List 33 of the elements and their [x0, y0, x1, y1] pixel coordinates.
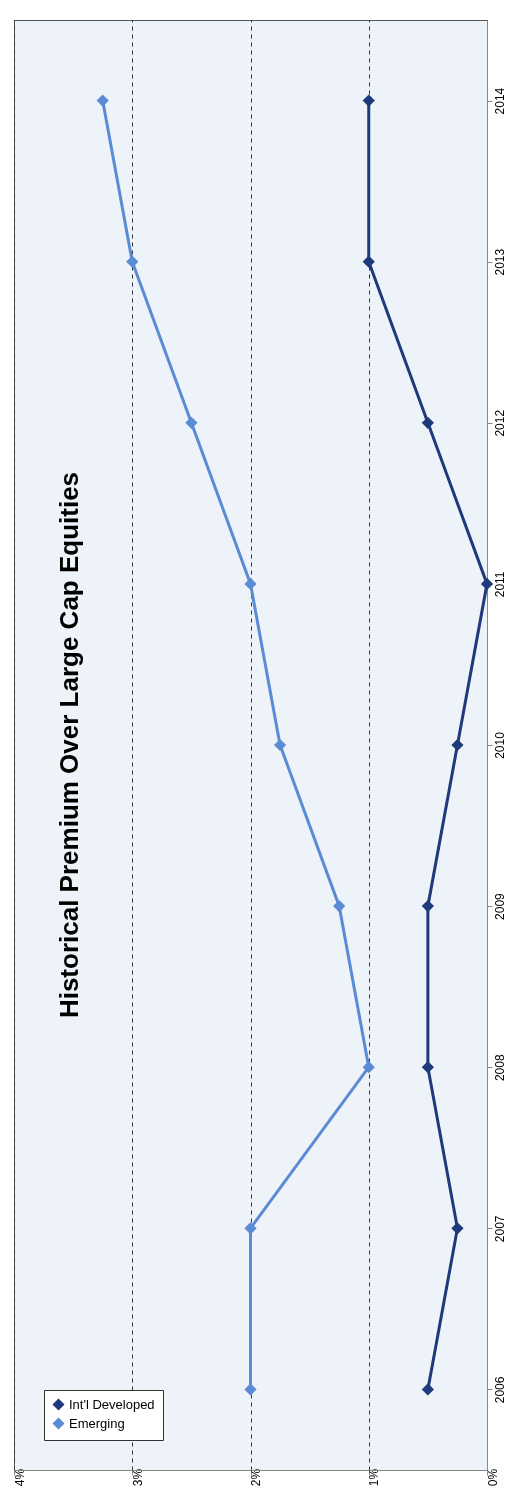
y-tick-label: 2012: [492, 409, 507, 437]
x-tick-label: 4%: [12, 1468, 27, 1487]
x-tick-label: 2%: [249, 1468, 263, 1487]
point: [96, 94, 109, 107]
point: [421, 899, 434, 913]
point: [244, 577, 257, 591]
point: [185, 416, 198, 429]
y-tick-label: 2006: [492, 1376, 507, 1404]
point: [480, 577, 494, 591]
legend-label: Emerging: [69, 1415, 125, 1431]
point: [362, 255, 375, 268]
point: [421, 1061, 434, 1074]
point: [421, 416, 434, 429]
y-tick-label: 2013: [492, 248, 507, 276]
text: Historical Premium Over Large Cap Equities: [54, 471, 84, 1019]
x-tick-label: 0%: [485, 1468, 500, 1487]
y-tick-label: 2011: [492, 571, 507, 598]
point: [451, 1222, 464, 1235]
point: [451, 738, 464, 752]
x-tick-label: 1%: [367, 1468, 382, 1487]
point: [362, 1061, 375, 1074]
y-tick-label: 2008: [492, 1054, 507, 1082]
point: [333, 899, 346, 913]
y-tick-label: 2009: [492, 892, 507, 920]
point: [362, 94, 375, 107]
y-tick-label: 2014: [492, 87, 507, 115]
point: [421, 1383, 434, 1396]
point: [126, 255, 139, 268]
point: [273, 738, 287, 752]
x-tick-label: 3%: [130, 1468, 145, 1487]
legend-label: Int'l Developed: [69, 1396, 155, 1412]
y-tick-label: 2010: [492, 731, 507, 759]
y-tick-label: 2007: [492, 1215, 507, 1243]
